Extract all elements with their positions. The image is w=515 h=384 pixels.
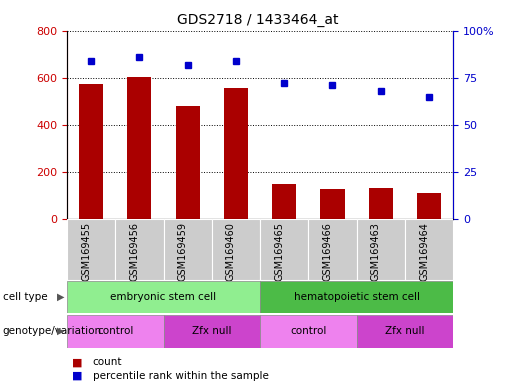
- Text: GSM169456: GSM169456: [129, 222, 140, 281]
- Bar: [79, 84, 103, 219]
- Bar: [260, 219, 308, 280]
- Bar: [163, 315, 260, 348]
- Bar: [224, 88, 248, 219]
- Text: GSM169466: GSM169466: [322, 222, 333, 281]
- Text: ■: ■: [72, 371, 82, 381]
- Bar: [67, 219, 115, 280]
- Bar: [67, 281, 260, 313]
- Text: Zfx null: Zfx null: [385, 326, 425, 336]
- Bar: [272, 184, 296, 219]
- Text: hematopoietic stem cell: hematopoietic stem cell: [294, 292, 420, 302]
- Text: ■: ■: [72, 358, 82, 367]
- Text: GSM169463: GSM169463: [371, 222, 381, 281]
- Text: genotype/variation: genotype/variation: [3, 326, 101, 336]
- Bar: [260, 315, 356, 348]
- Bar: [405, 219, 453, 280]
- Text: control: control: [290, 326, 327, 336]
- Bar: [67, 315, 163, 348]
- Text: GSM169460: GSM169460: [226, 222, 236, 281]
- Text: GSM169465: GSM169465: [274, 222, 284, 281]
- Text: ▶: ▶: [57, 326, 64, 336]
- Text: ▶: ▶: [57, 292, 64, 302]
- Text: GDS2718 / 1433464_at: GDS2718 / 1433464_at: [177, 13, 338, 27]
- Text: GSM169459: GSM169459: [178, 222, 187, 281]
- Bar: [212, 219, 260, 280]
- Text: count: count: [93, 358, 122, 367]
- Text: percentile rank within the sample: percentile rank within the sample: [93, 371, 269, 381]
- Bar: [417, 193, 441, 219]
- Text: cell type: cell type: [3, 292, 47, 302]
- Text: Zfx null: Zfx null: [192, 326, 232, 336]
- Bar: [308, 219, 356, 280]
- Text: GSM169455: GSM169455: [81, 222, 91, 281]
- Bar: [127, 76, 151, 219]
- Bar: [115, 219, 163, 280]
- Bar: [320, 189, 345, 219]
- Bar: [356, 219, 405, 280]
- Bar: [369, 188, 393, 219]
- Text: embryonic stem cell: embryonic stem cell: [110, 292, 217, 302]
- Text: GSM169464: GSM169464: [419, 222, 429, 281]
- Text: control: control: [97, 326, 133, 336]
- Bar: [356, 315, 453, 348]
- Bar: [176, 106, 200, 219]
- Bar: [163, 219, 212, 280]
- Bar: [260, 281, 453, 313]
